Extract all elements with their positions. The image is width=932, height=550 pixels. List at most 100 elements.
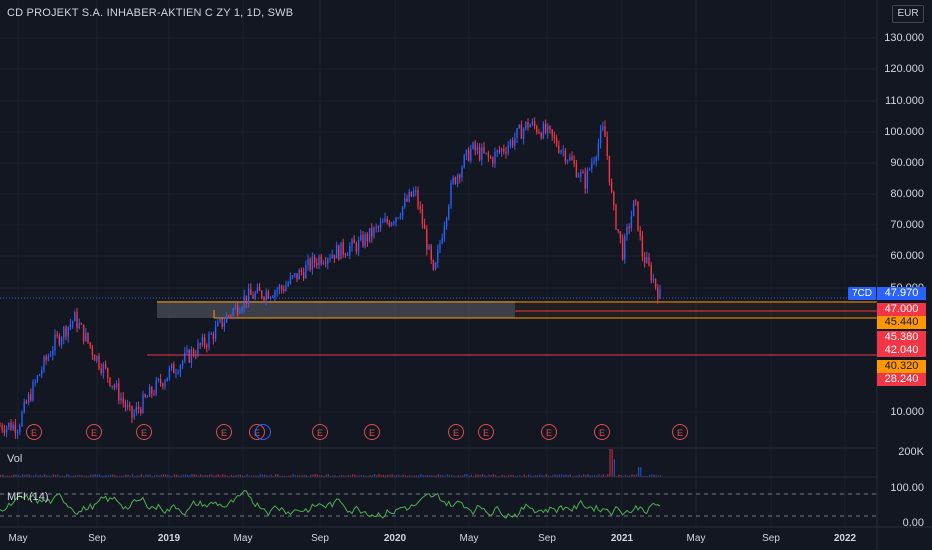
volume-bar xyxy=(11,475,13,477)
volume-bar xyxy=(231,474,233,477)
candle-body xyxy=(122,397,124,403)
volume-bar xyxy=(442,475,444,477)
candle-body xyxy=(399,216,402,218)
candle-body xyxy=(525,121,527,129)
candle-body xyxy=(357,240,360,252)
volume-bar xyxy=(48,475,50,477)
earnings-marker-icon[interactable]: E xyxy=(26,424,42,440)
volume-bar xyxy=(587,474,589,477)
volume-bar xyxy=(79,474,81,477)
candle-body xyxy=(338,245,340,260)
candle-body xyxy=(595,157,597,162)
candle-body xyxy=(166,377,168,382)
earnings-marker-icon[interactable]: E xyxy=(541,424,557,440)
candle-body xyxy=(91,346,94,356)
volume-bar xyxy=(39,474,41,477)
candle-body xyxy=(280,285,283,289)
candle-body xyxy=(505,151,507,153)
candle-body xyxy=(492,158,494,164)
volume-bar xyxy=(640,467,642,477)
volume-bar xyxy=(72,475,74,477)
candle-body xyxy=(69,324,72,327)
volume-bar xyxy=(182,474,184,477)
earnings-marker-icon[interactable]: E xyxy=(86,424,102,440)
candle-body xyxy=(520,125,523,139)
volume-bar xyxy=(477,474,479,477)
candle-body xyxy=(538,132,540,134)
candle-body xyxy=(199,343,201,345)
earnings-marker-icon[interactable]: E xyxy=(312,424,328,440)
volume-bar xyxy=(244,475,246,477)
candle-body xyxy=(474,142,476,151)
volume-bar xyxy=(596,475,598,477)
volume-bar xyxy=(367,475,369,477)
volume-bar xyxy=(81,475,83,477)
earnings-marker-icon[interactable]: E xyxy=(594,424,610,440)
candle-body xyxy=(564,150,567,162)
volume-bar xyxy=(272,475,274,477)
candle-body xyxy=(261,290,263,298)
volume-bar xyxy=(402,474,404,477)
candle-body xyxy=(470,148,472,161)
earnings-marker-icon[interactable]: E xyxy=(136,424,152,440)
candle-body xyxy=(582,171,584,174)
candle-body xyxy=(536,126,538,133)
x-axis-tick: Sep xyxy=(762,533,780,544)
candle-body xyxy=(472,142,474,149)
volume-bar xyxy=(264,474,266,477)
earnings-marker-icon[interactable]: E xyxy=(448,424,464,440)
earnings-marker-icon[interactable]: E xyxy=(364,424,380,440)
volume-bar xyxy=(552,474,554,477)
volume-bar xyxy=(565,474,567,477)
candle-body xyxy=(219,318,221,322)
candle-body xyxy=(613,192,615,206)
earnings-marker-icon[interactable]: E xyxy=(216,424,232,440)
volume-bar xyxy=(558,474,560,477)
y-axis-tick: 100.000 xyxy=(884,126,924,138)
price-label: 28.240 xyxy=(877,373,926,386)
candle-body xyxy=(617,229,619,232)
candle-body xyxy=(254,292,256,299)
candle-body xyxy=(329,258,331,260)
candle-body xyxy=(448,205,450,218)
candle-body xyxy=(245,295,248,303)
volume-bar xyxy=(118,475,120,477)
earnings-marker-icon[interactable]: E xyxy=(478,424,494,440)
volume-bar xyxy=(455,475,457,477)
currency-button[interactable]: EUR xyxy=(892,5,924,23)
volume-bar xyxy=(569,474,571,477)
y-axis-tick: 60.000 xyxy=(890,250,924,262)
volume-bar xyxy=(426,475,428,477)
volume-bar xyxy=(46,475,48,477)
candle-body xyxy=(597,143,600,158)
volume-bar xyxy=(521,475,523,477)
volume-bar xyxy=(184,474,186,477)
volume-bar xyxy=(633,474,635,477)
volume-bar xyxy=(418,475,420,477)
volume-bar xyxy=(541,474,543,477)
volume-bar xyxy=(74,475,76,477)
candle-body xyxy=(104,364,107,369)
volume-bar xyxy=(473,475,475,477)
volume-bar xyxy=(35,474,37,477)
candle-body xyxy=(74,312,76,322)
y-axis-tick: 120.000 xyxy=(884,63,924,75)
candle-body xyxy=(432,259,435,270)
candle-body xyxy=(190,349,193,363)
candle-body xyxy=(203,337,206,346)
volume-bar xyxy=(13,474,15,477)
volume-bar xyxy=(651,474,653,477)
candle-body xyxy=(641,236,644,257)
earnings-marker-icon[interactable]: E xyxy=(672,424,688,440)
volume-bar xyxy=(121,475,123,477)
volume-bar xyxy=(189,474,191,477)
volume-bar xyxy=(248,475,250,477)
volume-bar xyxy=(413,475,415,477)
volume-bar xyxy=(422,474,424,477)
candle-body xyxy=(333,254,336,259)
candle-body xyxy=(397,217,399,219)
candle-body xyxy=(439,243,441,250)
volume-bar xyxy=(4,475,6,477)
earnings-marker-icon[interactable] xyxy=(255,424,271,440)
